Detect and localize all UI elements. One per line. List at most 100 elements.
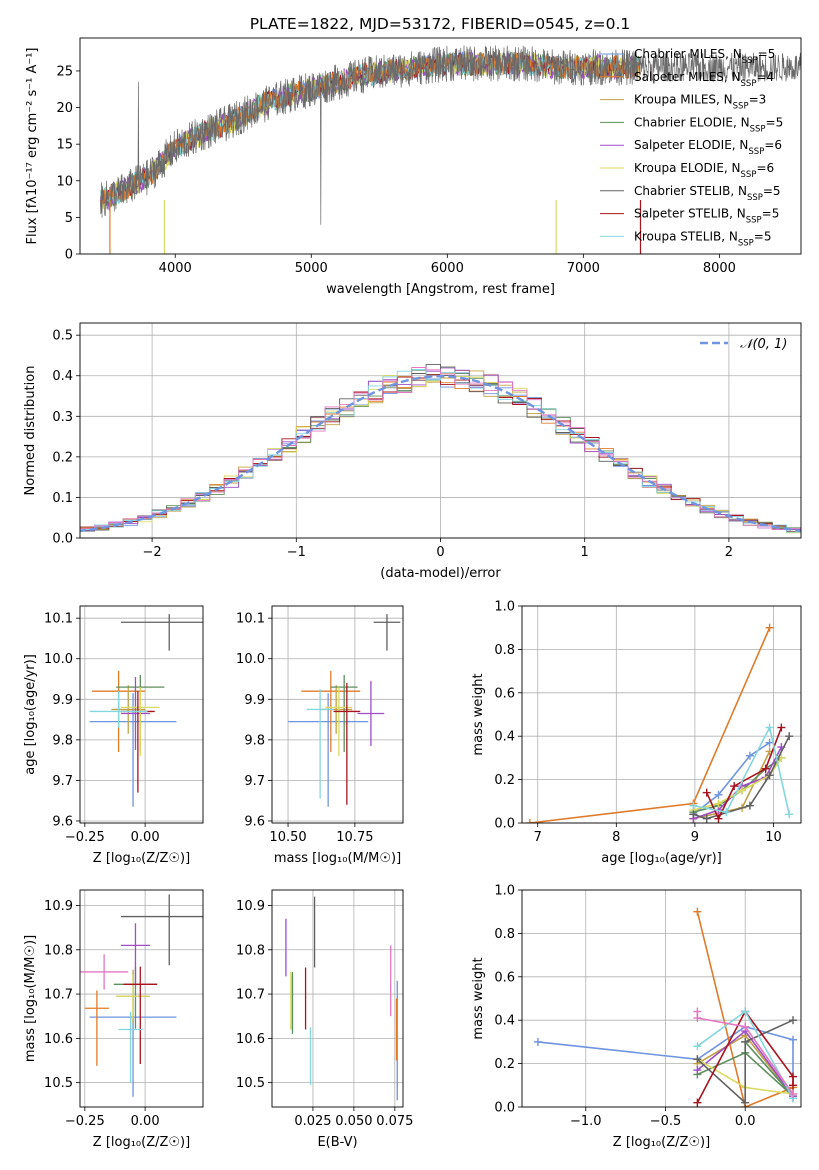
data-point	[333, 683, 361, 805]
x-tick-label: 0.025	[294, 1114, 331, 1129]
y-tick-label: 0.6	[494, 686, 515, 701]
y-axis-label: mass weight	[471, 957, 486, 1039]
x-axis-label: Z [log₁₀(Z/Z☉)]	[613, 1135, 710, 1150]
legend-label: Chabrier STELIB, NSSP=5	[634, 184, 781, 203]
x-tick-label: 9	[691, 830, 699, 845]
data-point	[89, 693, 177, 807]
weight-series	[693, 1007, 798, 1098]
y-tick-label: 0	[65, 248, 73, 263]
x-axis-label: Z [log₁₀(Z/Z☉)]	[93, 1135, 190, 1150]
grid	[80, 606, 203, 823]
data-point	[111, 685, 146, 734]
y-tick-label: 1.0	[494, 884, 515, 899]
axes-frame	[79, 37, 802, 255]
x-tick-label: 5000	[295, 261, 328, 276]
y-tick-label: 10.1	[236, 612, 265, 627]
y-tick-label: 9.8	[244, 733, 265, 748]
x-tick-label: 1	[581, 545, 589, 560]
data-point	[123, 966, 158, 1065]
plot-area	[288, 614, 401, 807]
grid	[272, 606, 403, 823]
y-tick-label: 0.2	[52, 450, 73, 465]
y-tick-label: 9.7	[52, 774, 73, 789]
axes-spectrum: 4000 5000 6000 7000 8000 0 5 10 15 20 25 wavelength…	[25, 37, 802, 297]
data-point	[288, 693, 369, 807]
x-tick-label: 7000	[567, 261, 600, 276]
x-tick-label: 10.50	[269, 830, 306, 845]
x-axis-label: E(B-V)	[317, 1135, 357, 1150]
y-tick-label: 10.8	[44, 943, 73, 958]
x-axis-label: age [log₁₀(age/yr)]	[601, 851, 722, 866]
legend: 𝒩(0, 1)	[700, 337, 787, 352]
x-tick-label: 4000	[159, 261, 192, 276]
x-tick-label: −1.0	[570, 1114, 602, 1129]
axes-frame	[79, 322, 802, 539]
y-tick-label: 20	[56, 101, 73, 116]
y-tick-label: 0.0	[494, 817, 515, 832]
axes-frame	[521, 605, 802, 824]
x-tick-label: 0.00	[131, 830, 160, 845]
x-tick-label: 7	[534, 830, 542, 845]
y-tick-label: 0.2	[494, 773, 515, 788]
y-axis-label: mass weight	[471, 673, 486, 755]
y-axis-label: Normed distribution	[23, 366, 38, 496]
weight-line	[696, 911, 794, 1107]
y-tick-label: 9.8	[52, 733, 73, 748]
y-tick-label: 10.7	[44, 988, 73, 1003]
y-tick-label: 1.0	[494, 600, 515, 615]
y-tick-label: 0.2	[494, 1057, 515, 1072]
plot-area	[285, 896, 398, 1101]
data-point	[89, 691, 148, 728]
axes-mass-vs-ebv: 0.025 0.050 0.075 10.5 10.6 10.7 10.8 10.9 E(B-V…	[236, 889, 413, 1150]
y-tick-label: 0.0	[52, 532, 73, 547]
data-point	[306, 689, 334, 799]
y-tick-label: 0.4	[52, 369, 73, 384]
axes-frame	[271, 605, 404, 824]
y-tick-label: 10.8	[236, 943, 265, 958]
y-tick-label: 10.6	[44, 1032, 73, 1047]
legend: Chabrier MILES, NSSP=5 Salpeter MILES, NS…	[600, 47, 783, 248]
y-tick-label: 0.8	[494, 643, 515, 658]
x-tick-label: 8000	[703, 261, 736, 276]
plot-area	[525, 623, 794, 823]
y-tick-label: 0.6	[494, 970, 515, 985]
y-tick-label: 25	[56, 64, 73, 79]
x-tick-label: 6000	[431, 261, 464, 276]
weight-line	[692, 742, 771, 815]
grid	[80, 890, 203, 1107]
x-tick-label: −2	[143, 545, 162, 560]
observed-spectrum-line	[100, 45, 801, 225]
x-tick-label: −1	[287, 545, 306, 560]
y-tick-label: 9.6	[244, 814, 265, 829]
weight-series	[689, 723, 794, 819]
data-point	[121, 894, 203, 966]
figure-title: PLATE=1822, MJD=53172, FIBERID=0545, z=0…	[250, 15, 631, 33]
x-tick-label: −0.25	[65, 830, 105, 845]
x-tick-label: 0.00	[131, 1114, 160, 1129]
data-point	[80, 954, 129, 990]
x-tick-label: −0.5	[650, 1114, 682, 1129]
y-tick-label: 10.7	[236, 988, 265, 1003]
y-tick-label: 10.5	[236, 1076, 265, 1091]
axes-frame	[521, 889, 802, 1108]
y-axis-label: mass [log₁₀(M/M☉)]	[23, 935, 38, 1062]
x-tick-label: −0.25	[65, 1114, 105, 1129]
axes-frame	[79, 889, 204, 1108]
legend-label: Salpeter STELIB, NSSP=5	[634, 207, 779, 226]
axes-age-vs-mass: 10.50 10.75 9.6 9.7 9.8 9.9 10.0 10.1 mass [log₁…	[236, 605, 404, 866]
y-tick-label: 0.8	[494, 927, 515, 942]
data-point	[121, 923, 150, 986]
y-tick-label: 0.3	[52, 410, 73, 425]
legend-label: Kroupa STELIB, NSSP=5	[634, 229, 772, 248]
y-tick-label: 10.5	[44, 1076, 73, 1091]
data-point	[301, 670, 361, 753]
x-tick-label: 8	[612, 830, 620, 845]
x-axis-label: Z [log₁₀(Z/Z☉)]	[93, 851, 190, 866]
y-tick-label: 10.9	[44, 899, 73, 914]
y-tick-label: 10	[56, 174, 73, 189]
plot-area	[99, 45, 801, 254]
x-tick-label: 0.075	[376, 1114, 413, 1129]
data-point	[116, 974, 150, 1019]
x-tick-label: 0.0	[735, 1114, 756, 1129]
y-tick-label: 0.1	[52, 491, 73, 506]
